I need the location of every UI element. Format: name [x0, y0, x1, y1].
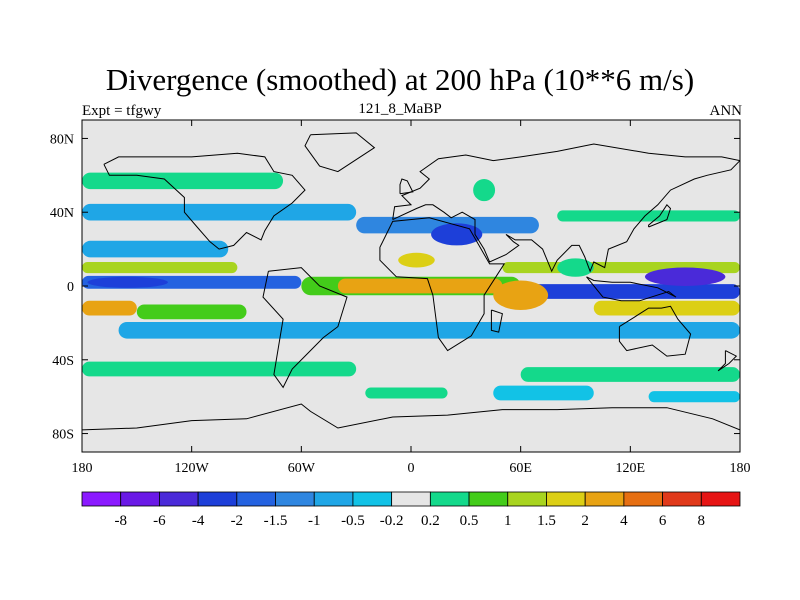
- x-tick-label: 0: [408, 461, 415, 476]
- field-band-12: [136, 304, 247, 320]
- colorbar-label: 0.2: [421, 513, 440, 529]
- colorbar-label: -2: [231, 513, 244, 529]
- coastline-australia: [618, 305, 692, 357]
- field-band-14: [118, 321, 740, 339]
- field-band-5: [82, 262, 238, 274]
- field-blob-3: [398, 252, 435, 268]
- x-tick-label: 60E: [509, 461, 532, 476]
- field-blob-6: [87, 276, 168, 288]
- case-label: 121_8_MaBP: [358, 101, 442, 117]
- colorbar-label: 6: [659, 513, 667, 529]
- field-band-16: [520, 367, 740, 382]
- field-band-9: [337, 278, 503, 294]
- colorbar-swatch-7: [352, 491, 393, 507]
- colorbar-swatch-1: [120, 491, 160, 507]
- colorbar-swatch-11: [507, 491, 547, 507]
- colorbar-swatch-12: [546, 491, 586, 507]
- chart-title: Divergence (smoothed) at 200 hPa (10**6 …: [105, 62, 695, 97]
- season-label: ANN: [709, 103, 743, 119]
- y-tick-label: 40N: [50, 206, 74, 221]
- y-tick-label: 80N: [50, 132, 74, 147]
- field-band-19: [365, 387, 448, 399]
- colorbar-swatch-15: [662, 491, 702, 507]
- colorbar-label: 8: [698, 513, 706, 529]
- colorbar-swatch-5: [275, 491, 315, 507]
- experiment-label: Expt = tfgwy: [82, 103, 162, 119]
- field-band-15: [82, 361, 357, 377]
- coastline-new-zealand: [717, 350, 738, 372]
- colorbar-swatch-10: [468, 491, 509, 507]
- colorbar: -8 -6 -4 -2 -1.5 -1 -0.5 -0.2 0.2 0.5 1 1.5 2 4 6 8: [81, 491, 741, 529]
- colorbar-swatch-13: [584, 491, 625, 507]
- field-band-0: [82, 172, 284, 190]
- coastline-madagascar: [490, 309, 503, 333]
- field-blob-1: [473, 179, 496, 202]
- coastline-africa: [379, 217, 506, 352]
- coastline-greenland: [304, 132, 376, 173]
- coastline-eurasia: [392, 143, 740, 273]
- coastline-north-america: [103, 152, 306, 250]
- x-tick-label: 60W: [288, 461, 316, 476]
- colorbar-label: -1: [308, 513, 321, 529]
- colorbar-swatch-8: [391, 491, 431, 507]
- colorbar-label: 4: [620, 513, 628, 529]
- field-blob-5: [557, 258, 594, 277]
- colorbar-swatch-2: [159, 491, 199, 507]
- colorbar-swatch-4: [236, 491, 276, 507]
- colorbar-label: 1.5: [537, 513, 556, 529]
- colorbar-label: -4: [192, 513, 205, 529]
- x-tick-label: 120W: [175, 461, 210, 476]
- map-field: [82, 120, 740, 452]
- coastline-south-america: [262, 267, 348, 389]
- x-tick-label: 180: [72, 461, 93, 476]
- colorbar-label: 2: [581, 513, 589, 529]
- y-tick-label: 0: [67, 280, 74, 295]
- coastline-japan: [648, 204, 672, 228]
- field-band-3: [557, 210, 740, 222]
- colorbar-label: 1: [504, 513, 512, 529]
- axes: 180 120W 60W 0 60E 120E 180 80N 40N 0 40S 80S: [50, 120, 751, 476]
- field-blob-4: [493, 280, 549, 310]
- colorbar-swatch-9: [429, 491, 470, 507]
- coastline-british-isles: [399, 178, 414, 195]
- colorbar-label: -0.2: [380, 513, 404, 529]
- colorbar-swatch-0: [81, 491, 122, 507]
- x-tick-label: 120E: [616, 461, 646, 476]
- field-band-17: [493, 385, 594, 401]
- field-blob-2: [644, 267, 726, 286]
- colorbar-label: 0.5: [460, 513, 479, 529]
- field-band-1: [82, 203, 357, 221]
- colorbar-swatch-3: [197, 491, 238, 507]
- colorbar-swatch-14: [623, 491, 663, 507]
- colorbar-swatch-16: [700, 491, 741, 507]
- colorbar-swatch-6: [313, 491, 354, 507]
- coastline-new-guinea-indonesia: [586, 276, 677, 302]
- y-tick-label: 80S: [52, 428, 74, 443]
- field-band-11: [82, 300, 137, 316]
- colorbar-label: -6: [153, 513, 166, 529]
- x-tick-label: 180: [730, 461, 751, 476]
- colorbar-label: -1.5: [264, 513, 288, 529]
- y-tick-label: 40S: [52, 354, 74, 369]
- field-band-13: [593, 300, 740, 316]
- coastline-antarctica: [82, 403, 740, 431]
- field-band-18: [648, 391, 740, 403]
- field-band-4: [82, 240, 229, 258]
- field-band-10: [520, 284, 740, 299]
- colorbar-label: -8: [114, 513, 127, 529]
- colorbar-label: -0.5: [341, 513, 365, 529]
